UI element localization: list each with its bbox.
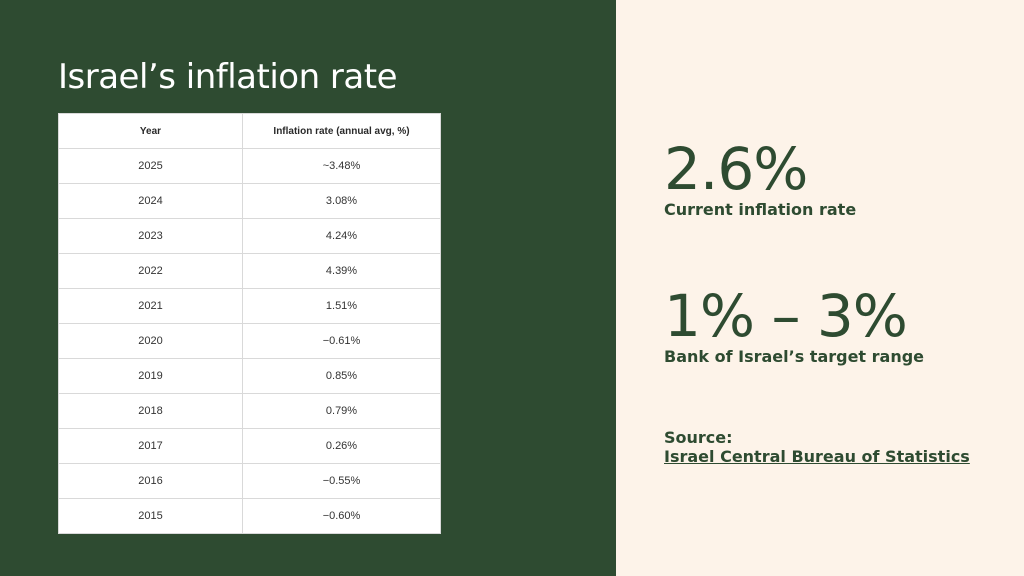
target-range-stat: 1% – 3% Bank of Israel’s target range: [664, 285, 924, 367]
table-header-row: Year Inflation rate (annual avg, %): [58, 113, 441, 149]
rate-cell: −0.61%: [242, 323, 441, 359]
year-cell: 2021: [58, 288, 243, 324]
source-block: Source: Israel Central Bureau of Statist…: [664, 428, 970, 466]
table-row: 2023 4.24%: [58, 218, 441, 254]
slide-title: Israel’s inflation rate: [58, 57, 398, 97]
rate-cell: 0.26%: [242, 428, 441, 464]
rate-cell: ~3.48%: [242, 148, 441, 184]
year-cell: 2017: [58, 428, 243, 464]
current-inflation-stat: 2.6% Current inflation rate: [664, 138, 856, 220]
current-inflation-value: 2.6%: [664, 135, 808, 203]
right-panel: [616, 0, 1024, 576]
table-row: 2017 0.26%: [58, 428, 441, 464]
rate-cell: 4.24%: [242, 218, 441, 254]
rate-cell: 4.39%: [242, 253, 441, 289]
year-cell: 2024: [58, 183, 243, 219]
table-row: 2025 ~3.48%: [58, 148, 441, 184]
year-cell: 2018: [58, 393, 243, 429]
year-cell: 2015: [58, 498, 243, 534]
column-header-inflation-rate: Inflation rate (annual avg, %): [242, 113, 441, 149]
year-cell: 2023: [58, 218, 243, 254]
current-inflation-label: Current inflation rate: [664, 200, 857, 219]
inflation-table: Year Inflation rate (annual avg, %) 2025…: [58, 113, 441, 534]
rate-cell: 0.79%: [242, 393, 441, 429]
table-row: 2016 −0.55%: [58, 463, 441, 499]
target-range-value: 1% – 3%: [664, 282, 908, 350]
year-cell: 2019: [58, 358, 243, 394]
year-cell: 2020: [58, 323, 243, 359]
table-row: 2022 4.39%: [58, 253, 441, 289]
year-cell: 2016: [58, 463, 243, 499]
target-range-label: Bank of Israel’s target range: [664, 347, 925, 366]
source-label: Source:: [664, 428, 733, 447]
rate-cell: −0.60%: [242, 498, 441, 534]
table-row: 2018 0.79%: [58, 393, 441, 429]
rate-cell: 1.51%: [242, 288, 441, 324]
rate-cell: 3.08%: [242, 183, 441, 219]
year-cell: 2022: [58, 253, 243, 289]
year-cell: 2025: [58, 148, 243, 184]
table-row: 2015 −0.60%: [58, 498, 441, 534]
source-link[interactable]: Israel Central Bureau of Statistics: [664, 447, 970, 466]
rate-cell: 0.85%: [242, 358, 441, 394]
rate-cell: −0.55%: [242, 463, 441, 499]
column-header-year: Year: [58, 113, 243, 149]
table-row: 2019 0.85%: [58, 358, 441, 394]
table-row: 2020 −0.61%: [58, 323, 441, 359]
table-row: 2024 3.08%: [58, 183, 441, 219]
table-row: 2021 1.51%: [58, 288, 441, 324]
